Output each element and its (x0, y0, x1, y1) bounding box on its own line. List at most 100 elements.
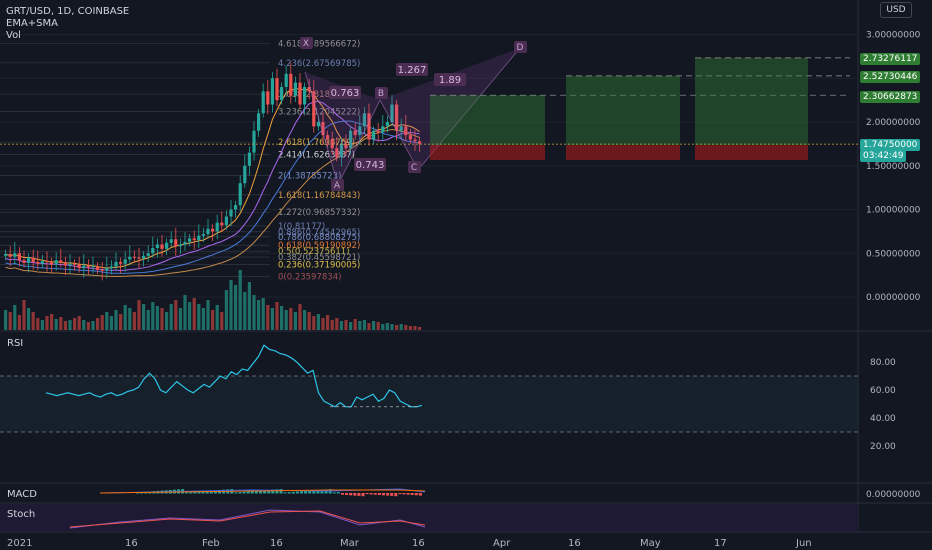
volume-bar (243, 292, 247, 330)
volume-bar (307, 312, 311, 330)
candle-body (339, 143, 343, 157)
stop-loss-zone (430, 145, 545, 160)
macd-histogram-bar (341, 493, 344, 495)
candle-body (100, 269, 104, 271)
macd-histogram-bar (242, 491, 246, 494)
candle-body (243, 165, 247, 184)
volume-bar (395, 325, 399, 330)
time-axis-label: 17 (714, 538, 727, 549)
volume-bar (339, 321, 343, 330)
macd-histogram-bar (349, 493, 353, 496)
volume-bar (63, 321, 67, 330)
macd-histogram-bar (361, 493, 365, 497)
volume-bar (293, 312, 297, 330)
volume-bar (22, 300, 26, 330)
volume-bar (169, 304, 173, 330)
macd-histogram-bar (312, 490, 316, 494)
price-tick-label: 1.00000000 (866, 206, 921, 216)
volume-bar (289, 308, 293, 330)
price-tick-label: 0.00000000 (866, 293, 921, 303)
volume-bar (252, 295, 256, 330)
volume-bar (50, 314, 54, 330)
volume-bar (303, 310, 307, 330)
candle-body (63, 262, 67, 266)
candle-body (86, 265, 90, 268)
candle-body (215, 222, 219, 232)
rsi-panel-label[interactable]: RSI (7, 338, 24, 349)
candle-body (188, 238, 192, 242)
volume-bar (59, 317, 63, 330)
macd-histogram-bar (365, 493, 369, 495)
candle-body (174, 239, 178, 247)
rsi-tick-label: 20.00 (870, 442, 896, 452)
candle-body (399, 126, 403, 131)
pattern-point-badge (300, 37, 313, 49)
stoch-panel-label[interactable]: Stoch (7, 509, 36, 520)
volume-bar (215, 305, 219, 330)
pattern-point-badge (375, 87, 388, 99)
price-tick-label: 0.50000000 (866, 249, 921, 259)
macd-histogram-bar (316, 490, 320, 494)
countdown-tag: 03:42:49 (860, 150, 907, 162)
time-axis-label: 16 (412, 538, 425, 549)
pattern-point-label: A (334, 181, 341, 191)
candle-body (123, 259, 127, 264)
fib-level-label: 0.886(0.74542965) (278, 228, 360, 238)
ratio-label: 1.89 (439, 75, 461, 86)
candle-body (362, 113, 366, 127)
pattern-point-badge (408, 161, 421, 173)
candle-body (293, 82, 297, 96)
pattern-point-badge (514, 41, 527, 53)
candle-body (238, 183, 242, 206)
fib-level-label: 1.272(0.96857332) (278, 208, 360, 218)
macd-histogram-bar (357, 493, 361, 496)
ratio-label: 0.743 (356, 160, 385, 171)
candle-body (266, 91, 270, 105)
rsi-line (45, 344, 423, 408)
currency-button[interactable]: USD (880, 2, 912, 18)
macd-histogram-bar (275, 489, 279, 494)
volume-bar (335, 318, 339, 330)
candle-body (298, 82, 302, 105)
volume-bar (160, 308, 164, 330)
stop-loss-zone (695, 145, 808, 160)
volume-bar (8, 312, 12, 330)
macd-histogram-bar (193, 491, 197, 494)
volume-bar (316, 314, 320, 330)
macd-histogram-bar (279, 489, 283, 494)
volume-bar (91, 321, 95, 330)
fib-level-label: 0.5(0.52375611) (278, 247, 350, 257)
candle-body (132, 256, 136, 258)
candle-body (280, 87, 284, 101)
candle-body (96, 266, 100, 270)
target-price-tag-3: 2.73276117 (860, 53, 921, 65)
volume-bar (31, 312, 35, 330)
volume-bar (280, 306, 284, 330)
ema-sma-indicator-label[interactable]: EMA+SMA (6, 18, 58, 29)
candle-body (178, 244, 182, 247)
volume-bar (298, 304, 302, 330)
volume-bar (229, 280, 233, 330)
fib-level-label: 0.236(0.37190005) (278, 260, 360, 270)
volume-bar (234, 285, 238, 330)
volume-bar (45, 316, 49, 330)
volume-bar (413, 326, 417, 330)
volume-indicator-label[interactable]: Vol (6, 30, 21, 41)
macd-histogram-bar (250, 491, 254, 494)
volume-bar (197, 304, 201, 330)
fib-level-label: 2(1.38785723) (278, 172, 341, 182)
price-tick-label: 2.00000000 (866, 118, 921, 128)
fib-level-label: 0.382(0.45598721) (278, 253, 360, 263)
macd-histogram-bar (209, 490, 213, 494)
candle-body (59, 260, 63, 263)
profit-target-zone (430, 95, 545, 145)
candle-body (105, 268, 109, 271)
macd-panel-label[interactable]: MACD (7, 489, 37, 500)
volume-bar (418, 327, 422, 330)
candle-body (22, 260, 26, 263)
volume-bar (201, 308, 205, 330)
macd-histogram-bar (402, 493, 406, 495)
volume-bar (183, 295, 187, 330)
volume-bar (165, 312, 169, 330)
